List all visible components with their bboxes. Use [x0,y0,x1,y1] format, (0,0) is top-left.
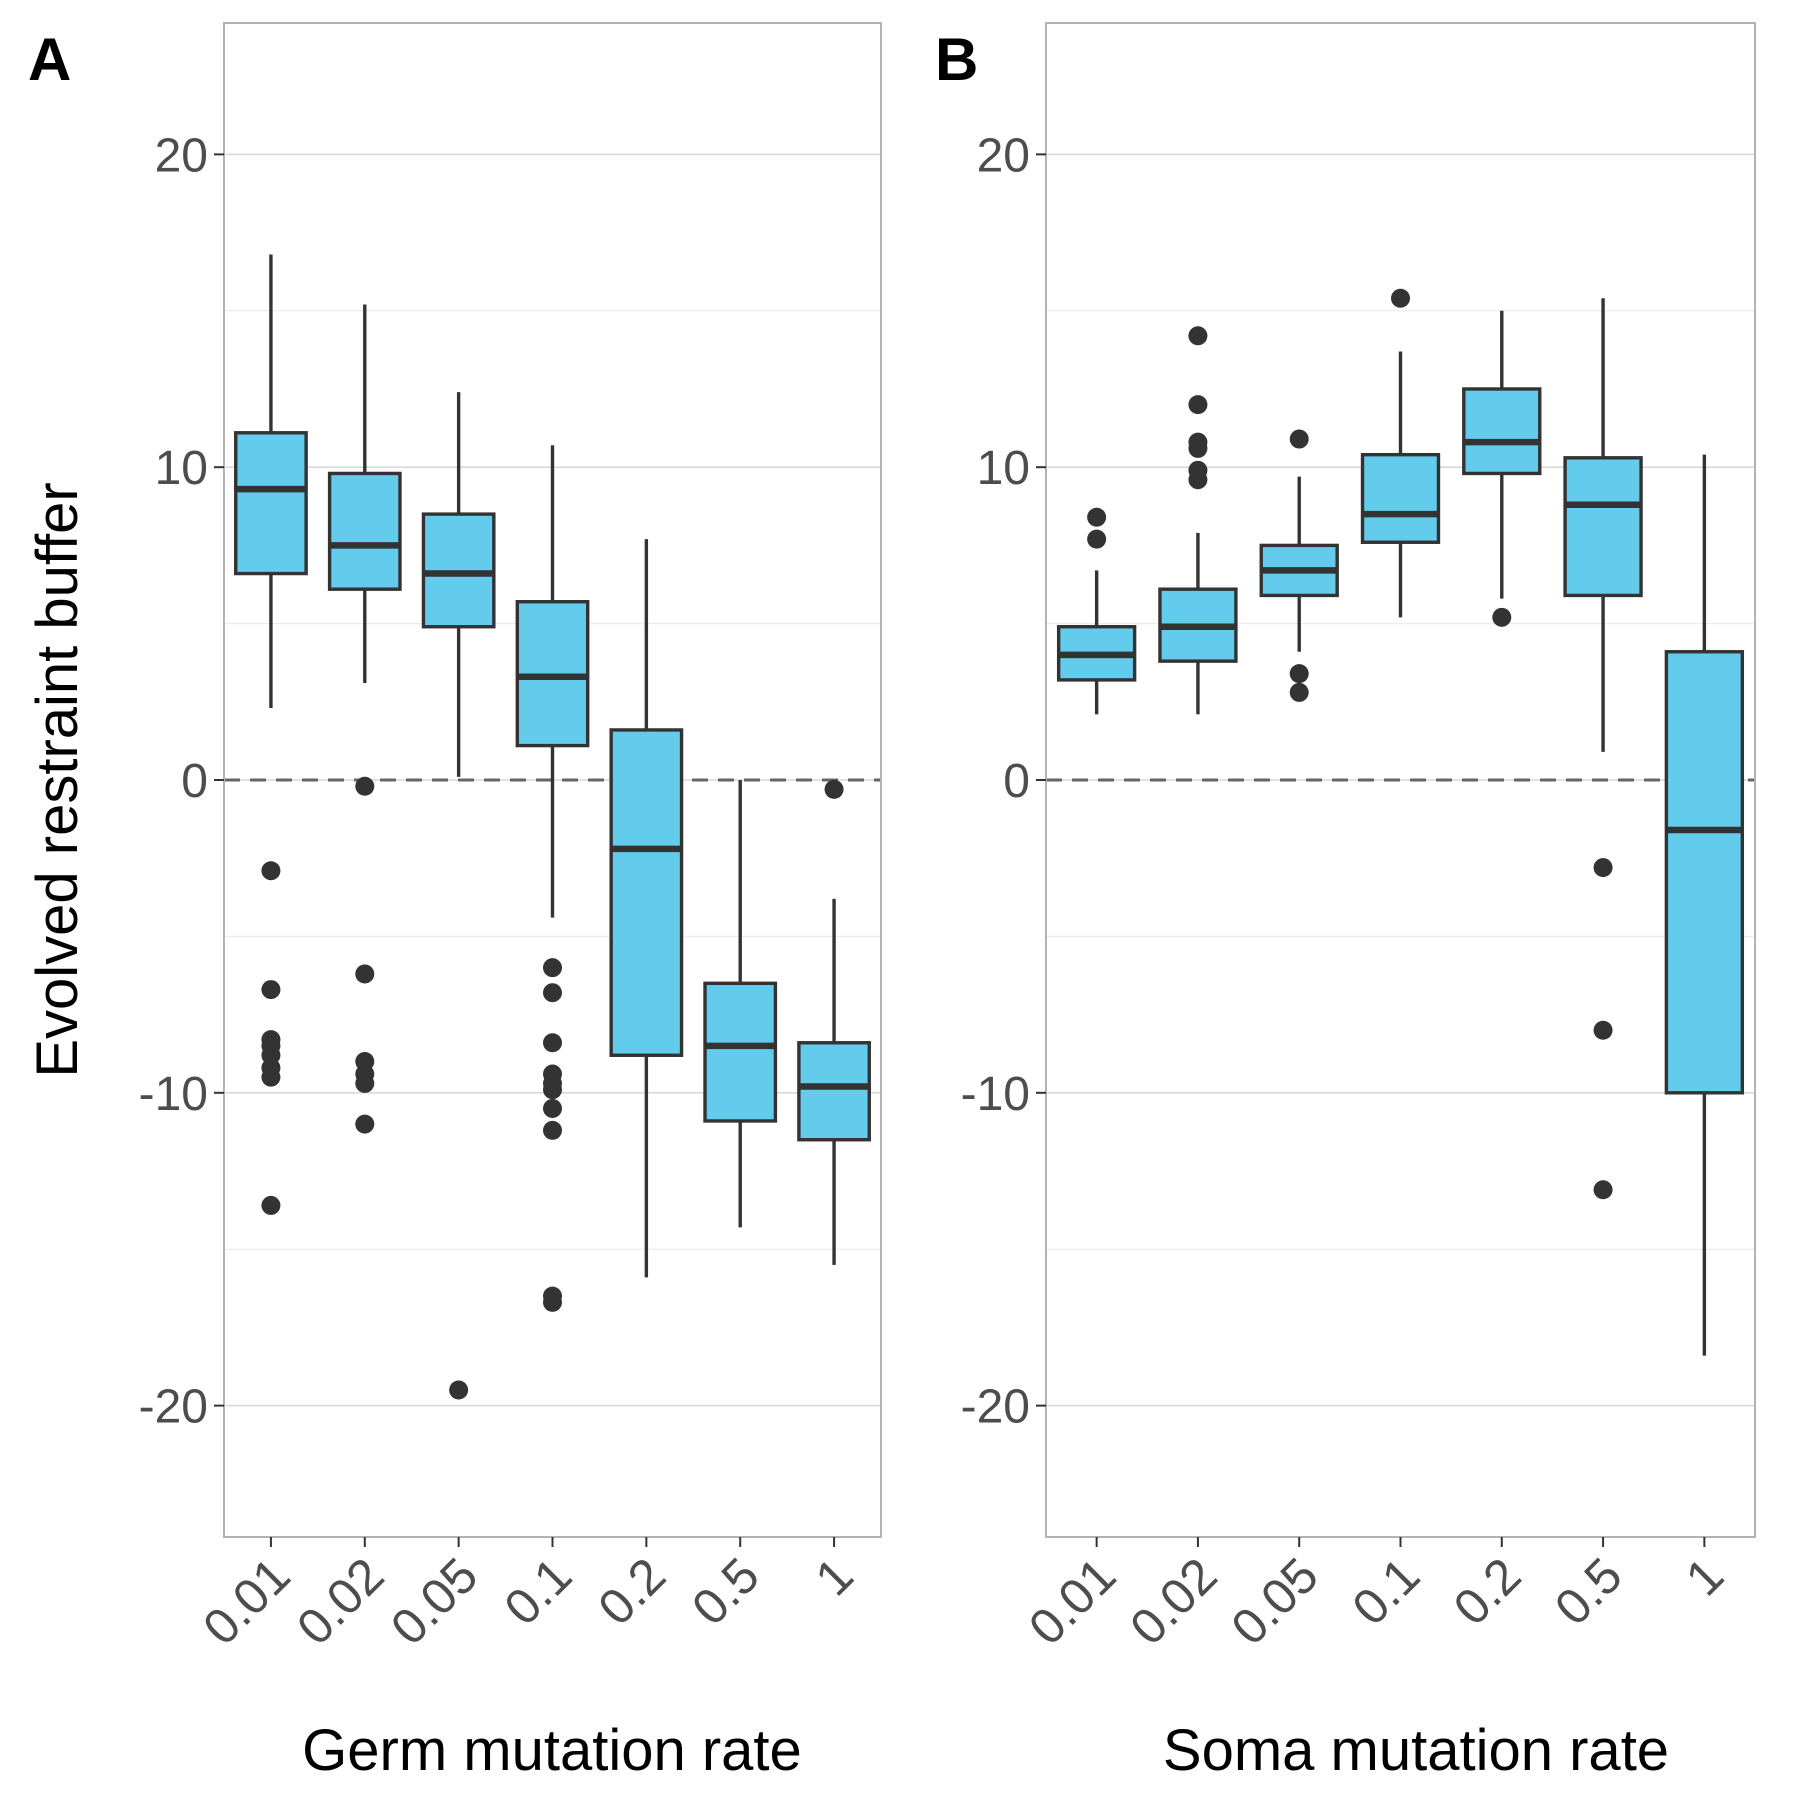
boxplot-1 [1664,454,1745,1356]
box-iqr [1563,456,1643,598]
outlier-point [543,1292,562,1312]
outlier-point [543,1120,562,1140]
outlier-point [1188,395,1208,415]
box-iqr [327,471,402,591]
x-tick-label: 0.5 [1544,1547,1633,1636]
y-tick-label: 0 [1003,755,1030,808]
outlier-point [1593,858,1613,878]
panel-a-x-axis-title: Germ mutation rate [302,1718,802,1783]
outlier-point [1188,432,1208,452]
panel-b-boxplots [1056,288,1745,1356]
outlier-point [261,1195,281,1215]
box-iqr [1360,452,1441,544]
x-tick-label: 0.02 [286,1547,394,1655]
outlier-point [543,1080,562,1100]
boxplot-0.2 [1462,310,1542,627]
boxplot-0.5 [703,780,778,1228]
outlier-point [1188,326,1208,346]
x-tick-label: 0.1 [494,1547,583,1636]
boxplot-0.2 [609,539,684,1278]
box-iqr [1462,387,1542,476]
x-tick-label: 1 [1675,1547,1734,1606]
panel-b-x-axis-title: Soma mutation rate [1163,1718,1669,1783]
outlier-point [261,1067,281,1087]
outlier-point [1289,429,1309,449]
outlier-point [1289,682,1309,702]
x-tick-label: 0.01 [192,1547,300,1655]
boxplot-0.02 [327,304,402,1134]
outlier-point [1188,460,1208,480]
outlier-point [1492,607,1512,627]
y-tick-label: -10 [961,1068,1030,1121]
y-tick-label: 10 [155,442,208,495]
boxplot-0.5 [1563,298,1643,1200]
boxplot-0.01 [1056,507,1137,715]
outlier-point [1593,1020,1613,1040]
panel-a-x-axis: 0.010.020.05 0.1 0.2 0.5 1 [192,1537,864,1656]
x-tick-label: 0.2 [587,1547,676,1636]
y-tick-label: 20 [977,129,1030,182]
outlier-point [543,1033,562,1053]
boxplot-0.1 [515,445,590,1312]
x-tick-label: 0.1 [1342,1547,1431,1636]
outlier-point [261,861,281,881]
x-tick-label: 0.5 [681,1547,770,1636]
boxplot-0.05 [1259,429,1339,702]
panel-label-a: A [28,26,71,93]
boxplot-1 [797,779,871,1265]
x-tick-label: 0.02 [1119,1547,1227,1655]
boxplot-0.05 [421,392,496,1400]
x-tick-label: 0.01 [1018,1547,1126,1655]
panel-b: B -20 -10 0 10 20 0.010.020.05 0.1 0.2 0.5 1 Som… [935,22,1756,1783]
x-tick-label: 0.05 [380,1547,488,1655]
x-tick-label: 1 [805,1547,864,1606]
box-iqr [1664,650,1745,1095]
x-tick-label: 0.2 [1443,1547,1532,1636]
boxplot-0.1 [1360,288,1441,618]
panel-b-y-axis: -20 -10 0 10 20 [961,129,1046,1434]
outlier-point [1289,664,1309,684]
outlier-point [449,1380,469,1400]
y-tick-label: -20 [961,1381,1030,1434]
panel-a: A -20 -10 0 10 20 0.010.020.05 0.1 0.2 0.5 1 Ger… [28,22,882,1783]
panel-a-boxplots [234,254,871,1400]
outlier-point [355,964,375,984]
box-iqr [234,431,308,576]
y-tick-label: 20 [155,129,208,182]
y-tick-label: -10 [139,1068,208,1121]
boxplot-0.01 [234,254,308,1215]
outlier-point [543,983,562,1003]
outlier-point [1593,1180,1613,1200]
outlier-point [543,1098,562,1118]
x-tick-label: 0.05 [1221,1547,1329,1655]
y-tick-label: 0 [181,755,208,808]
outlier-point [1391,288,1410,308]
outlier-point [355,1073,375,1093]
y-axis-title: Evolved restraint buffer [25,482,90,1077]
box-iqr [703,981,778,1123]
box-iqr [609,728,684,1057]
y-tick-label: 10 [977,442,1030,495]
panel-b-x-axis: 0.010.020.05 0.1 0.2 0.5 1 [1018,1537,1734,1656]
panel-a-y-axis: -20 -10 0 10 20 [139,129,224,1434]
y-tick-label: -20 [139,1381,208,1434]
box-iqr [797,1041,871,1142]
panel-label-b: B [935,26,978,93]
outlier-point [261,980,281,1000]
outlier-point [355,1114,375,1134]
outlier-point [1087,507,1107,527]
outlier-point [355,776,375,796]
boxplot-0.02 [1158,326,1238,715]
outlier-point [824,779,844,799]
outlier-point [543,958,562,978]
outlier-point [1087,529,1107,549]
